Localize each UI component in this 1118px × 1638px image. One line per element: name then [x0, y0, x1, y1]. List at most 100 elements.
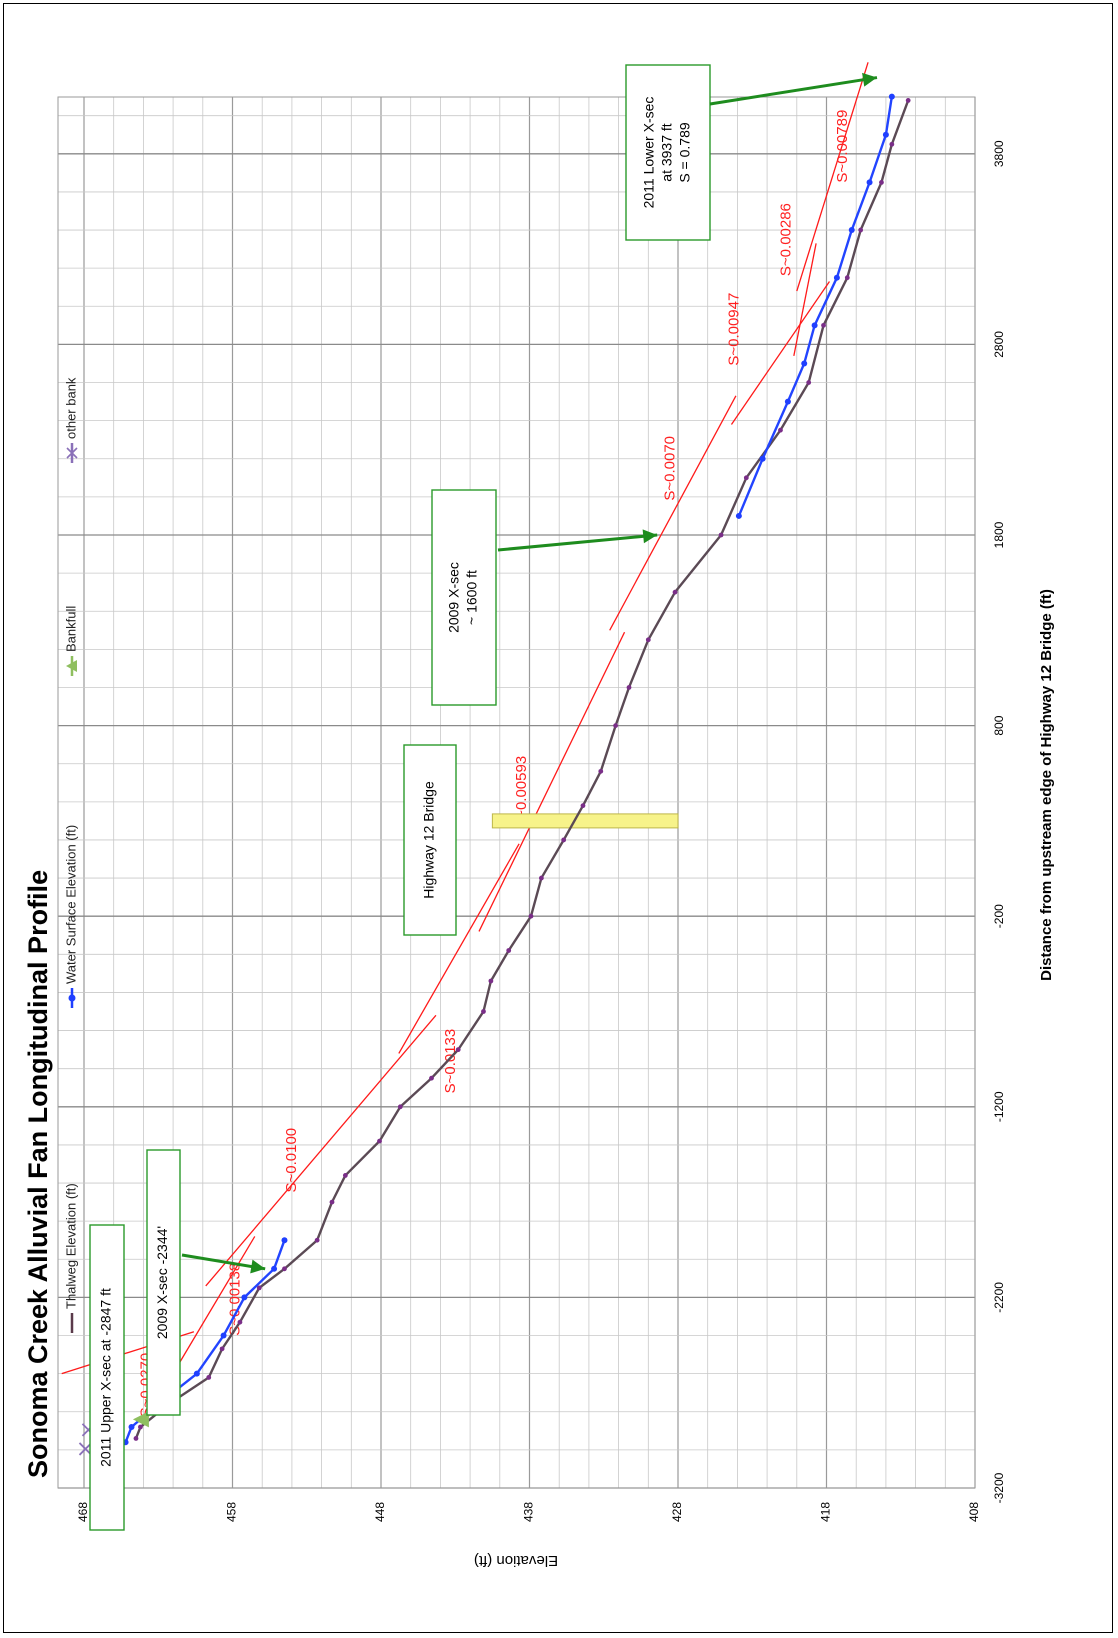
y-tick-label: 408 [967, 1502, 981, 1522]
thalweg-point [718, 532, 724, 538]
callouts: 2011 Upper X-sec at -2847 ft 2009 X-sec -… [89, 64, 878, 1531]
legend: Thalweg Elevation (ft) Water Surface Elev… [63, 377, 78, 1333]
thalweg-point [237, 1319, 243, 1325]
chart-title: Sonoma Creek Alluvial Fan Longitudinal P… [23, 870, 53, 1478]
thalweg-point [206, 1375, 212, 1380]
thalweg-point [844, 275, 850, 281]
legend-label: Bankfull [63, 606, 78, 652]
water-surface-point [128, 1424, 135, 1431]
water-surface-point [193, 1370, 200, 1377]
thalweg-point [778, 427, 783, 433]
thalweg-point [133, 1436, 139, 1441]
thalweg-point [806, 380, 812, 385]
chart-title-group: Sonoma Creek Alluvial Fan Longitudinal P… [23, 870, 53, 1478]
callout-arrowhead [862, 72, 877, 87]
thalweg-point [561, 837, 567, 843]
callout-box [89, 1224, 125, 1531]
x-tick-label: -200 [992, 904, 1006, 928]
thalweg-point [429, 1075, 434, 1081]
slope-line [796, 62, 869, 292]
thalweg-point [613, 723, 619, 728]
legend-swatch-marker [68, 994, 76, 1002]
callout-box [625, 64, 711, 241]
callout-arrow [709, 76, 878, 106]
water-surface-point [220, 1332, 227, 1339]
y-tick-label: 418 [819, 1502, 833, 1522]
water-surface-point [241, 1294, 248, 1301]
y-axis-label: Elevation (ft) [474, 1552, 558, 1569]
thalweg-point [138, 1424, 143, 1430]
thalweg-point [455, 1047, 461, 1053]
slope-lines: S~0.0270S~0.00138S~0.0100S~0.0133S~0.005… [61, 62, 869, 1417]
plot-area-border [57, 96, 976, 1489]
water-surface-point [735, 512, 742, 519]
water-surface-point [281, 1237, 288, 1244]
thalweg-point [256, 1285, 262, 1291]
thalweg-point [858, 227, 864, 233]
water-surface-point [271, 1265, 278, 1272]
tick-labels: 408 418 428 438 448 458 468 -3200 -2200 -1200 -200… [76, 140, 1006, 1522]
callout-box [403, 744, 457, 936]
callout-text: at 3937 ft [659, 123, 675, 181]
slope-line [478, 631, 626, 932]
bankfull-point [132, 1411, 149, 1428]
thalweg-point [580, 803, 586, 809]
water-surface-point [811, 322, 818, 329]
callout-text: 2011 Upper X-sec at -2847 ft [98, 1288, 114, 1467]
legend-swatch-marker [66, 660, 77, 672]
legend-label: other bank [63, 377, 78, 439]
thalweg-point [282, 1266, 287, 1272]
water-surface-point [882, 131, 889, 138]
legend-label: Thalweg Elevation (ft) [63, 1183, 78, 1309]
callout-box [431, 489, 497, 706]
callout-arrow [497, 533, 658, 552]
x-tick-label: -1200 [992, 1091, 1006, 1122]
slope-label: S~0.00286 [777, 203, 794, 276]
thalweg-point [821, 322, 826, 328]
water-surface-line-lower [737, 96, 894, 517]
water-surface-point [784, 398, 791, 405]
callout-text: S = 0.789 [677, 122, 693, 183]
callout-text: 2011 Lower X-sec [641, 97, 657, 209]
thalweg-point [506, 948, 512, 953]
slope-line [609, 395, 737, 631]
legend-swatch-marker [66, 447, 78, 459]
x-tick-label: -2200 [992, 1282, 1006, 1313]
callout-text: 2009 X-sec -2344' [154, 1226, 170, 1339]
thalweg-point [598, 768, 604, 774]
slope-label: S~0.00138 [226, 1263, 243, 1336]
slope-label: S~0.0133 [442, 1029, 459, 1094]
x-tick-label: 3800 [992, 140, 1006, 167]
water-surface-point [801, 360, 808, 367]
callout-arrowhead [642, 529, 658, 544]
callout-text: 2009 X-sec [446, 562, 462, 633]
thalweg-point [397, 1104, 403, 1110]
callout-arrowhead [250, 1259, 266, 1274]
thalweg-point [329, 1199, 335, 1205]
slope-label: S~0.00789 [834, 110, 851, 183]
x-tick-label: 800 [992, 715, 1006, 735]
slope-line [730, 281, 831, 425]
thalweg-point [528, 913, 534, 919]
slope-label: S~0.00947 [725, 293, 742, 366]
water-surface-point [888, 93, 895, 100]
y-axis-label-group: Elevation (ft) [474, 1552, 558, 1569]
thalweg-point [626, 685, 632, 690]
y-tick-label: 438 [522, 1502, 536, 1522]
thalweg-point [538, 875, 544, 881]
thalweg-point [645, 637, 651, 643]
thalweg-point [879, 179, 884, 185]
thalweg-point [377, 1138, 382, 1144]
thalweg-point [314, 1237, 320, 1243]
y-tick-label: 448 [373, 1502, 387, 1522]
slope-label: S~0.0070 [662, 436, 679, 501]
water-surface-point [866, 179, 873, 186]
thalweg-point [342, 1173, 348, 1178]
x-tick-label: 2800 [992, 331, 1006, 358]
water-surface-point [848, 227, 855, 234]
y-tick-label: 458 [225, 1502, 239, 1522]
water-surface-point [759, 455, 766, 462]
grid [58, 97, 976, 1489]
callout-arrow [181, 1253, 266, 1271]
